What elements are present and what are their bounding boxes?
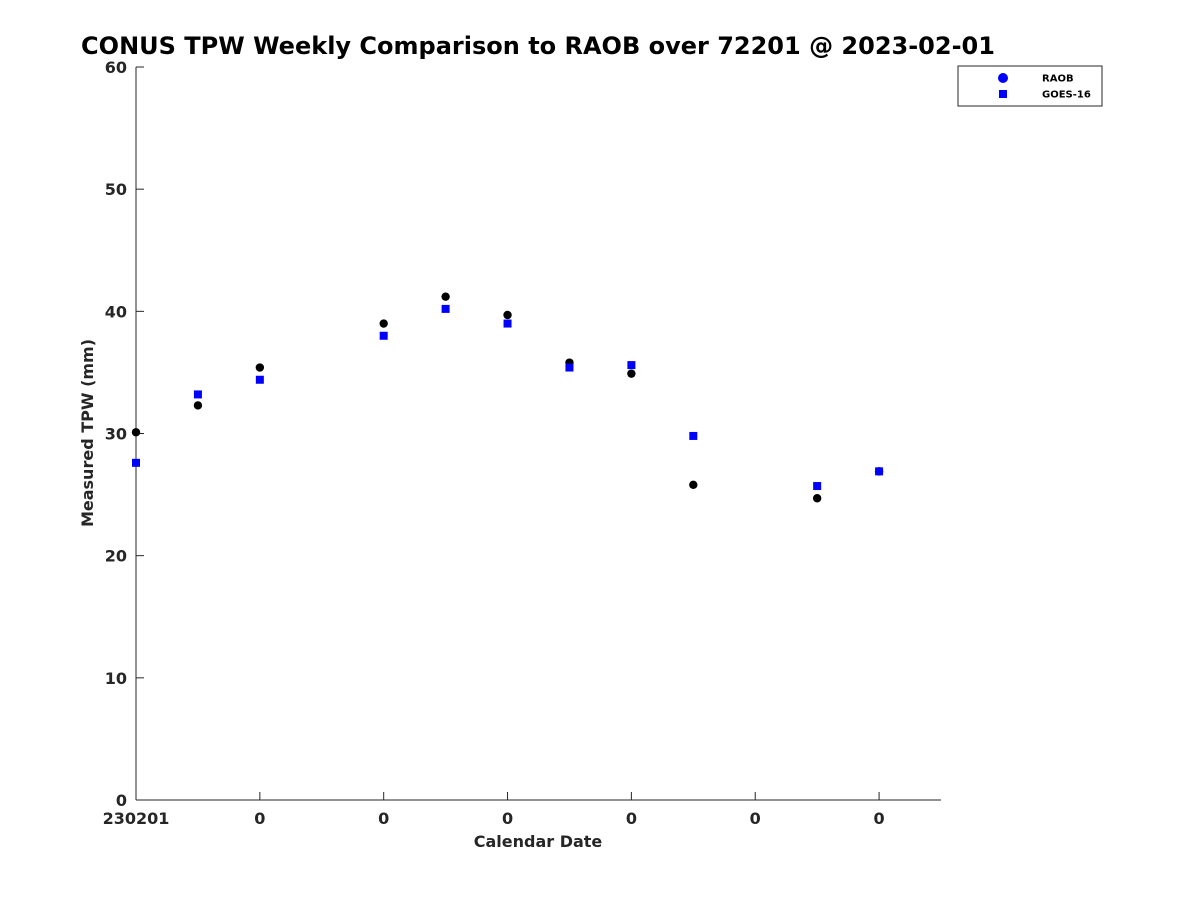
y-tick-label: 60 [105,58,127,77]
raob-point [131,428,141,437]
goes-16-point [255,375,264,384]
raob-point [379,319,388,328]
y-tick-label: 50 [105,180,127,199]
raob-point [689,480,698,490]
raob-point [255,363,265,372]
y-axis-label: Measured TPW (mm) [78,339,97,527]
legend-label-goes-16: GOES-16 [1042,90,1091,101]
goes-16-point [441,304,450,313]
legend-label-raob: RAOB [1042,74,1074,85]
legend-marker-raob [998,73,1008,83]
chart-title: CONUS TPW Weekly Comparison to RAOB over… [81,32,995,60]
goes-16-point [875,467,884,476]
raob-point [193,401,203,410]
goes-16-point [132,458,140,467]
x-tick-label: 230201 [103,809,170,828]
x-tick-label: 0 [626,809,637,828]
x-tick-label: 0 [254,809,265,828]
goes-16-point [565,363,574,372]
data-points [131,292,884,503]
raob-point [812,494,822,503]
x-tick-label: 0 [750,809,761,828]
x-tick-label: 0 [502,809,513,828]
x-tick-label: 0 [874,809,885,828]
x-tick-label: 0 [378,809,389,828]
legend-box [957,65,1103,107]
y-tick-label: 0 [116,791,127,810]
y-tick-label: 20 [105,547,127,566]
goes-16-point [813,482,822,491]
y-tick-label: 30 [105,425,127,444]
goes-16-point [193,390,202,399]
y-tick-label: 10 [105,669,127,688]
legend: RAOB GOES-16 [957,65,1103,107]
raob-point [503,310,512,320]
x-ticks: 230201 0 0 0 0 0 0 [103,792,885,828]
legend-marker-goes-16 [999,90,1007,98]
goes-16-point [379,331,388,340]
raob-point [441,292,450,301]
y-ticks: 0 10 20 30 40 50 60 [105,58,144,810]
goes-16-point [627,361,636,370]
goes-16-point [689,431,698,440]
y-tick-label: 40 [105,302,127,321]
raob-point [627,369,636,378]
goes-16-point [503,319,512,328]
x-axis-label: Calendar Date [474,832,603,851]
